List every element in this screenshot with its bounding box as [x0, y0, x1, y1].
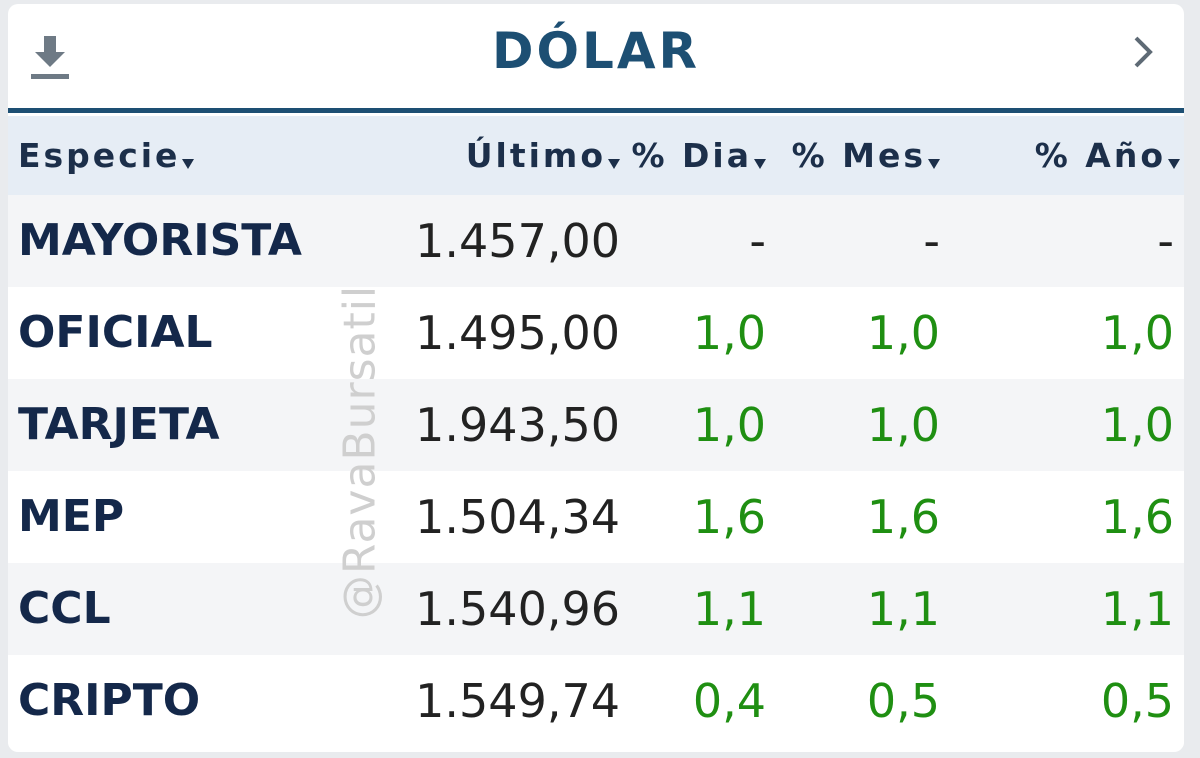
- column-header[interactable]: % Dia: [631, 116, 766, 196]
- sort-arrow: [754, 159, 766, 169]
- column-header[interactable]: % Año: [1035, 116, 1180, 196]
- cell-value: 1.457,00: [415, 214, 620, 268]
- column-label: Especie: [18, 136, 181, 175]
- cell-value: 1,6: [692, 490, 766, 544]
- cell-value: 1,0: [866, 306, 940, 360]
- column-label: % Mes: [791, 136, 926, 175]
- cell-value: 1,0: [692, 306, 766, 360]
- cell-value: 1,0: [1100, 398, 1174, 452]
- next-button[interactable]: [1126, 30, 1160, 74]
- row-name: MEP: [18, 491, 125, 542]
- cell-value: -: [749, 214, 766, 268]
- row-name: TARJETA: [18, 399, 220, 450]
- table-row: [8, 195, 1184, 287]
- widget-title: DÓLAR: [491, 22, 701, 80]
- cell-value: 1.549,74: [415, 674, 620, 728]
- table-row: [8, 563, 1184, 655]
- sort-arrow: [608, 159, 620, 169]
- cell-value: 1,0: [692, 398, 766, 452]
- table-row: [8, 379, 1184, 471]
- cell-value: 1.540,96: [415, 582, 620, 636]
- column-label: % Dia: [631, 136, 752, 175]
- cell-value: 1,0: [866, 398, 940, 452]
- table-row: [8, 287, 1184, 379]
- column-label: % Año: [1034, 136, 1166, 175]
- cell-value: 1.504,34: [415, 490, 620, 544]
- column-header[interactable]: % Mes: [792, 116, 940, 196]
- sort-arrow: [928, 159, 940, 169]
- cell-value: 1.495,00: [415, 306, 620, 360]
- row-name: CCL: [18, 583, 111, 634]
- download-button[interactable]: [28, 32, 72, 84]
- row-name: CRIPTO: [18, 675, 201, 726]
- cell-value: -: [923, 214, 940, 268]
- watermark: @RavaBursatil: [334, 284, 386, 620]
- header-rule: [8, 108, 1184, 113]
- cell-value: 1,6: [866, 490, 940, 544]
- cell-value: -: [1157, 214, 1174, 268]
- row-name: MAYORISTA: [18, 215, 302, 266]
- dollar-widget: DÓLAR Especie Último % Dia % Mes % Año MAYORI…: [8, 4, 1184, 752]
- table-row: [8, 471, 1184, 563]
- cell-value: 1,0: [1100, 306, 1174, 360]
- cell-value: 0,4: [692, 674, 766, 728]
- cell-value: 0,5: [1100, 674, 1174, 728]
- row-name: OFICIAL: [18, 307, 213, 358]
- cell-value: 0,5: [866, 674, 940, 728]
- cell-value: 1.943,50: [415, 398, 620, 452]
- column-label: Último: [465, 136, 606, 175]
- table-row: [8, 655, 1184, 747]
- cell-value: 1,1: [692, 582, 766, 636]
- sort-arrow: [182, 159, 195, 169]
- cell-value: 1,6: [1100, 490, 1174, 544]
- sort-arrow: [1168, 159, 1180, 169]
- cell-value: 1,1: [866, 582, 940, 636]
- column-header[interactable]: Último: [466, 116, 620, 196]
- column-header[interactable]: Especie: [18, 116, 195, 196]
- cell-value: 1,1: [1100, 582, 1174, 636]
- header-band: [8, 116, 1184, 196]
